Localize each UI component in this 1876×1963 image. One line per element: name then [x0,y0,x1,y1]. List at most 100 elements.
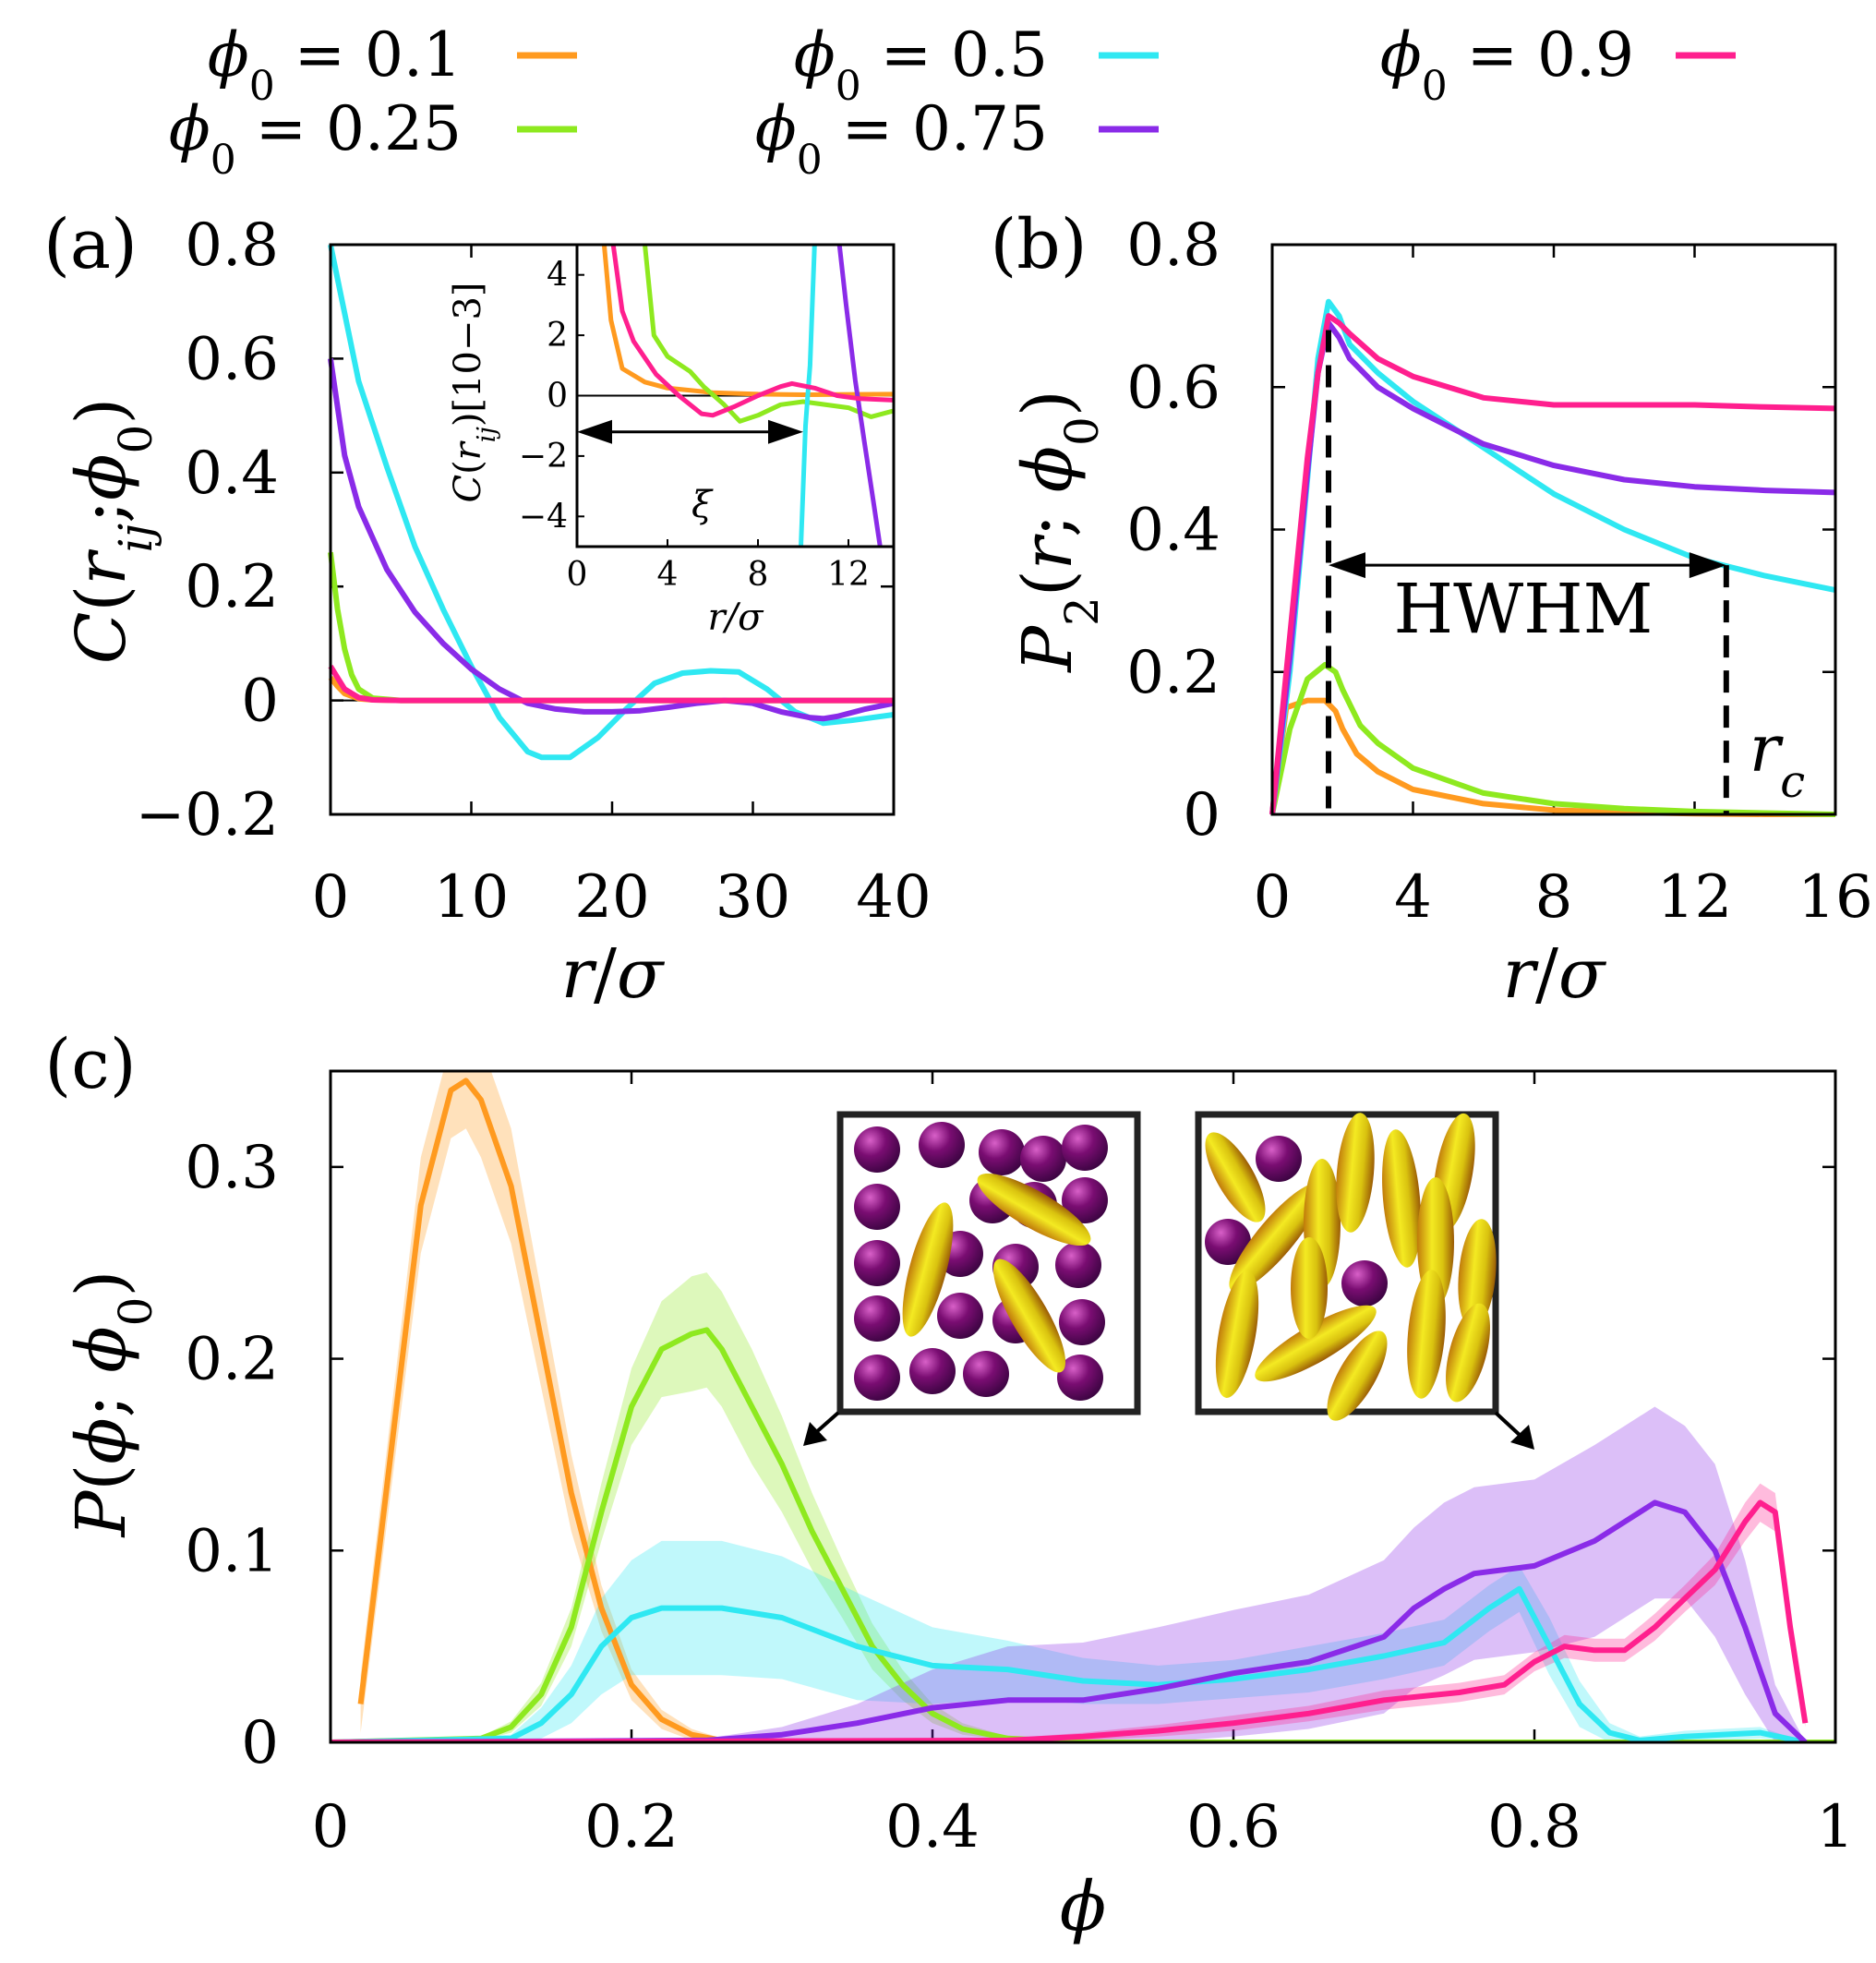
a-inset-series-group [601,245,894,547]
a-inset-xtick-label: 12 [827,556,870,594]
a-xi-arrowhead-left [577,419,612,444]
panel-b: 0 4 8 12 16 0 0.2 0.4 0.6 0.8 HWHM rc r/σ P2(r; ϕ0) (b… [990,205,1872,1014]
a-xtick-label: 40 [856,863,931,932]
c-ytick-label: 0.3 [185,1134,279,1202]
panel-c: 0 0.2 0.4 0.6 0.8 1 0 0.1 0.2 0.3 ϕ P(ϕ; ϕ0) (c) [44,1025,1854,1946]
panel-a: 0 10 20 30 40 −0.2 0 0.2 0.4 0.6 0.8 0 4 8 12 −4 −2 0 2 4 r/… [43,205,932,1014]
sphere-particle [854,1126,900,1173]
sphere-particle [919,1122,965,1168]
b-xtick-label: 12 [1657,863,1732,932]
c-series-line-2 [331,1585,1807,1742]
c-series-line-4 [331,1499,1809,1742]
c-panel-label: (c) [44,1025,136,1104]
rod-particle [1291,1237,1328,1339]
a-inset-ytick-label: 4 [547,257,568,295]
sphere-particle [1055,1242,1101,1288]
rod-particle [1229,1183,1323,1292]
a-inset-series-line-1 [643,245,894,424]
sphere-particle [1062,1125,1108,1171]
a-xtick-label: 20 [574,863,649,932]
c-series-band-0 [360,1071,1835,1742]
a-inset-ytick-label: 2 [547,317,568,355]
b-hwhm-arrowhead-left [1329,552,1365,579]
rod-particle [1446,1303,1490,1403]
sphere-particle [854,1295,900,1342]
rod-particle [1407,1270,1446,1399]
a-xtick-label: 10 [434,863,509,932]
a-panel-label: (a) [43,205,138,284]
b-xtick-label: 4 [1394,863,1432,932]
c-xtick-label: 0 [312,1793,350,1861]
c-snapshot-isotropic [836,1111,1141,1415]
b-ytick-label: 0.8 [1126,211,1221,280]
rod-particle [1458,1219,1497,1330]
a-inset-ytick-label: −4 [519,498,568,536]
c-xtick-label: 0.6 [1186,1793,1281,1861]
a-inset-series-line-3 [836,245,883,547]
a-ytick-label: 0 [241,668,279,736]
c-arrow-right-head [1510,1425,1534,1450]
b-xtick-label: 0 [1254,863,1292,932]
c-series-band-2 [331,1540,1806,1742]
c-ytick-label: 0.1 [185,1517,279,1585]
sphere-particle [963,1351,1009,1397]
c-arrow-right-line [1494,1411,1523,1439]
a-inset-xlabel: r/σ [708,596,765,639]
c-series-band-3 [331,1406,1806,1742]
c-arrow-left-head [803,1422,827,1446]
b-ytick-label: 0.2 [1126,639,1221,707]
c-frame [329,1069,1837,1744]
a-frame [329,243,896,816]
a-series-line-2 [328,244,895,761]
rod-particle [1336,1113,1375,1233]
c-ytick-label: 0 [241,1709,279,1777]
a-xlabel: r/σ [561,934,666,1014]
sphere-particle [1256,1136,1302,1182]
a-xtick-label: 0 [312,863,350,932]
c-series-line-1 [331,1327,1835,1742]
sphere-particle [937,1293,983,1339]
sphere-particle [1205,1219,1251,1265]
a-ytick-label: 0.2 [185,553,279,621]
b-xlabel: r/σ [1503,934,1607,1014]
sphere-particle [1341,1260,1388,1307]
b-rc-label: rc [1750,711,1805,808]
rod-particle [977,1173,1091,1246]
rod-particle [1327,1331,1388,1421]
a-ytick-label: 0.4 [185,440,279,508]
legend-label-0: ϕ0 = 0.1 [208,19,462,110]
sphere-particle [1057,1355,1103,1401]
c-ytick-label: 0.2 [185,1326,279,1394]
a-xi-label: ξ [691,484,714,526]
a-inset-ylabel: C(rij)[10−3] [447,282,501,502]
a-inset-series-line-4 [610,245,894,418]
b-ytick-label: 0.6 [1126,354,1221,422]
c-series-line-3 [331,1499,1808,1742]
legend: ϕ0 = 0.1ϕ0 = 0.25 ϕ0 = 0.5ϕ0 = 0.75 ϕ0 = 0… [169,19,1736,184]
a-inset-ytick-label: −2 [519,438,568,476]
sphere-particle [979,1129,1025,1175]
a-ylabel: C(rij;ϕ0) [62,398,162,664]
a-ytick-label: 0.6 [185,325,279,393]
b-xtick-label: 16 [1798,863,1872,932]
b-panel-label: (b) [990,205,1087,284]
c-xtick-label: 0.2 [584,1793,679,1861]
sphere-particle [1062,1177,1108,1223]
sphere-particle [854,1184,900,1230]
b-hwhm-label: HWHM [1394,570,1654,649]
legend-label-3: ϕ0 = 0.75 [755,93,1048,184]
a-series-line-4 [328,665,894,704]
c-snapshot-nematic [1195,1111,1499,1421]
b-series-line-4 [1269,313,1836,815]
rod-particle [1255,1305,1377,1382]
sphere-particle [1059,1299,1105,1345]
a-series-line-0 [328,676,894,704]
a-inset-xtick-label: 0 [567,556,588,594]
a-inset-xtick-label: 4 [657,556,679,594]
c-ylabel: P(ϕ; ϕ0) [62,1271,162,1539]
rod-particle [1382,1129,1421,1268]
rod-particle [1205,1132,1266,1222]
a-inset-series-line-2 [799,245,817,547]
b-ytick-label: 0 [1183,781,1221,849]
c-plot-area [331,1071,1835,1742]
